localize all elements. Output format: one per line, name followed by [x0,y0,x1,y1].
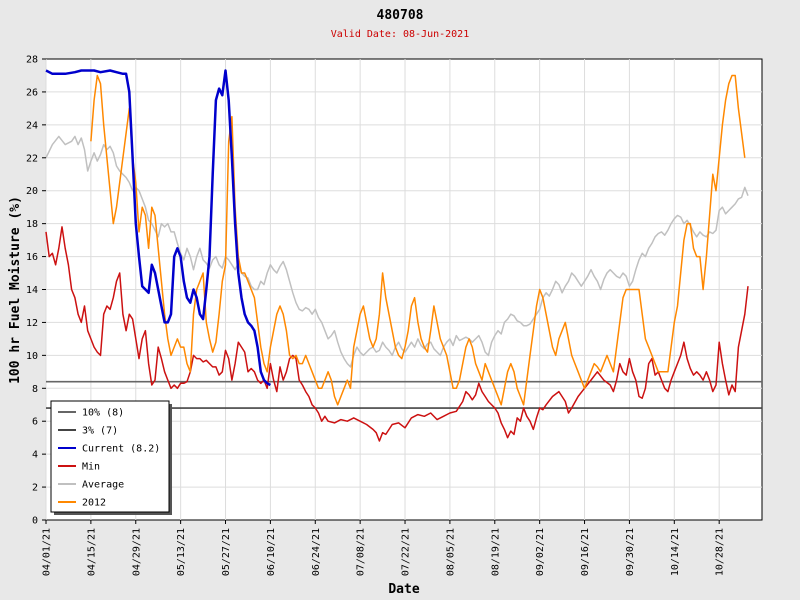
series-line-1 [45,226,749,442]
chart-title: 480708 [377,8,424,23]
legend-label: 3% (7) [82,426,118,437]
y-tick-label: 0 [32,516,38,527]
legend-label: Current (8.2) [82,444,160,455]
x-tick-label: 08/05/21 [445,528,456,576]
x-tick-label: 07/08/21 [356,528,367,576]
x-tick-label: 08/19/21 [490,528,501,576]
y-tick-label: 6 [32,417,38,428]
y-tick-label: 8 [32,384,38,395]
x-axis-label: Date [388,582,419,597]
y-tick-label: 26 [26,87,38,98]
y-tick-label: 24 [26,120,38,131]
y-tick-label: 14 [26,285,38,296]
x-tick-label: 06/24/21 [311,528,322,576]
legend: 10% (8) 3% (7) Current (8.2) Min Average 2012 [50,400,172,515]
y-tick-label: 12 [26,318,38,329]
x-tick-label: 09/16/21 [580,528,591,576]
legend-box [50,400,170,513]
x-tick-label: 10/28/21 [715,528,726,576]
legend-label: 10% (8) [82,408,124,419]
x-tick-label: 10/14/21 [670,528,681,576]
legend-label: Average [82,480,124,491]
x-tick-label: 05/27/21 [221,528,232,576]
y-tick-label: 20 [26,186,38,197]
x-tick-label: 04/29/21 [131,528,142,576]
x-tick-label: 07/22/21 [401,528,412,576]
x-tick-label: 05/13/21 [176,528,187,576]
x-tick-label: 09/02/21 [535,528,546,576]
legend-label: Min [82,462,100,473]
y-tick-label: 22 [26,153,38,164]
y-tick-label: 28 [26,55,38,66]
y-tick-label: 2 [32,483,38,494]
y-axis-label: 100 hr Fuel Moisture (%) [8,196,23,384]
x-tick-label: 09/30/21 [625,528,636,576]
legend-label: 2012 [82,498,106,509]
y-tick-label: 10 [26,351,38,362]
y-tick-label: 18 [26,219,38,230]
series-lines [45,69,749,442]
y-tick-label: 4 [32,450,38,461]
series-line-3 [90,74,746,406]
x-axis-ticks: 04/01/21 04/15/21 04/29/21 05/13/21 05/27/21… [42,520,726,576]
x-tick-label: 04/01/21 [42,528,53,576]
series-line-0 [45,69,271,387]
x-tick-label: 04/15/21 [86,528,97,576]
chart-subtitle: Valid Date: 08-Jun-2021 [331,29,469,40]
y-tick-label: 16 [26,252,38,263]
x-tick-label: 06/10/21 [266,528,277,576]
